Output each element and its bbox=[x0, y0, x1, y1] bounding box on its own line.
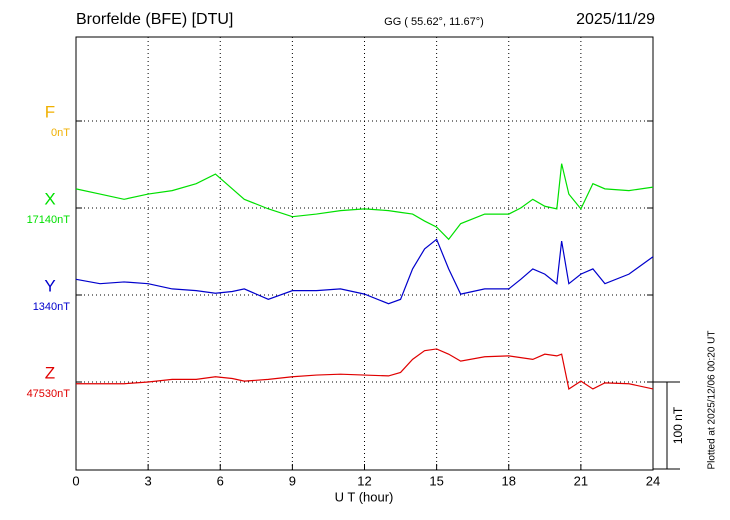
series-line bbox=[75, 238, 654, 305]
x-tick-label: 24 bbox=[646, 473, 660, 488]
x-tick-label: 21 bbox=[574, 473, 588, 488]
series-name: X bbox=[44, 189, 55, 208]
x-axis-label: U T (hour) bbox=[335, 489, 394, 504]
date: 2025/11/29 bbox=[576, 11, 655, 28]
x-tick-label: 15 bbox=[429, 473, 443, 488]
series-name: Y bbox=[44, 276, 55, 295]
series-line bbox=[76, 348, 654, 390]
x-tick-label: 6 bbox=[217, 473, 224, 488]
x-tick-label: 0 bbox=[72, 473, 79, 488]
series-line bbox=[75, 163, 654, 241]
baseline-label: 1340nT bbox=[33, 301, 71, 313]
x-tick-label: 9 bbox=[289, 473, 296, 488]
x-tick-label: 18 bbox=[502, 473, 516, 488]
baseline-label: 47530nT bbox=[27, 388, 71, 400]
subtitle: GG ( 55.62°, 11.67°) bbox=[384, 16, 484, 28]
side-note: Plotted at 2025/12/06 00:20 UT bbox=[707, 331, 718, 470]
x-tick-label: 12 bbox=[357, 473, 371, 488]
baseline-label: 17140nT bbox=[27, 214, 71, 226]
series-name: F bbox=[45, 102, 55, 121]
chart-title: Brorfelde (BFE) [DTU] bbox=[76, 11, 233, 28]
series-name: Z bbox=[45, 363, 55, 382]
baseline-label: 0nT bbox=[51, 127, 70, 139]
x-tick-label: 3 bbox=[145, 473, 152, 488]
scale-label: 100 nT bbox=[671, 406, 685, 444]
